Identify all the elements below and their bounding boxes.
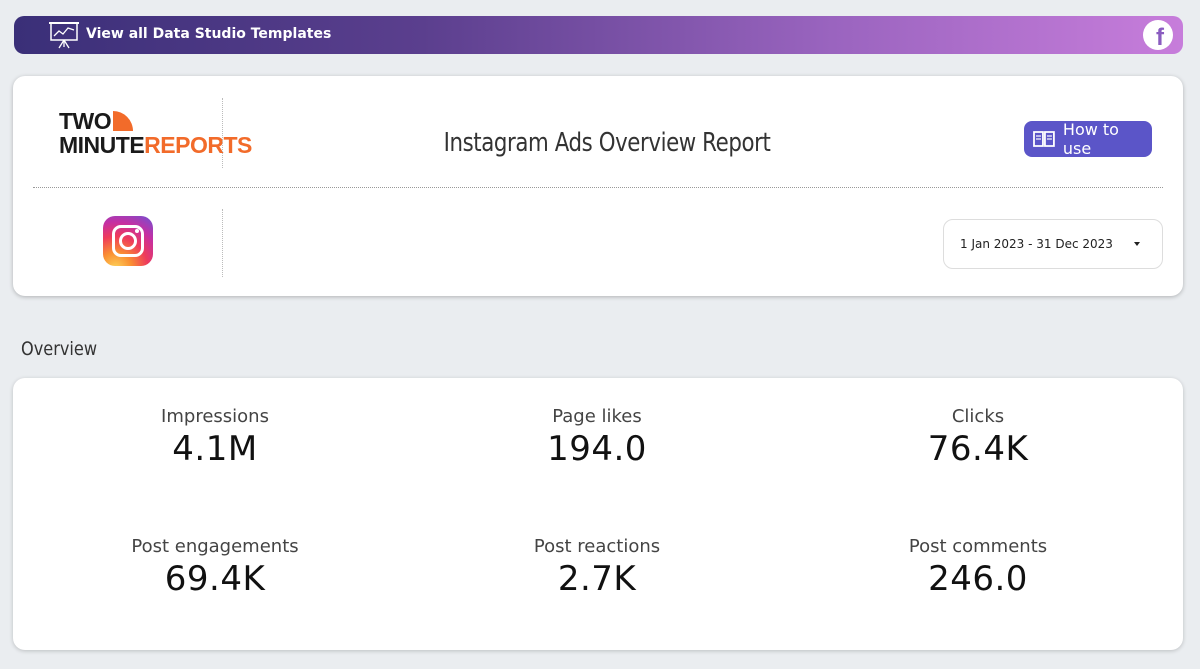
book-icon [1033, 131, 1055, 147]
logo-line2-dark: MINUTE [59, 132, 145, 158]
metric-value: 2.7K [557, 559, 637, 599]
facebook-glyph: f [1156, 24, 1164, 51]
logo-line2-accent: REPORTS [144, 132, 252, 158]
metric-label: Page likes [552, 406, 642, 427]
metric-post-comments: Post comments 246.0 [828, 536, 1128, 599]
report-title: Instagram Ads Overview Report [443, 128, 771, 158]
date-range-picker[interactable]: 1 Jan 2023 - 31 Dec 2023 [943, 219, 1163, 269]
logo-divider [222, 98, 223, 168]
overview-section-label: Overview [21, 338, 98, 360]
caret-down-icon [1134, 242, 1140, 246]
report-header-card: TWO MINUTE REPORTS Instagram Ads Overvie… [13, 76, 1183, 296]
logo-line1: TWO [59, 108, 112, 134]
metric-page-likes: Page likes 194.0 [447, 406, 747, 469]
metric-value: 69.4K [164, 559, 266, 599]
banner-link-text[interactable]: View all Data Studio Templates [86, 26, 332, 42]
two-minute-reports-logo: TWO MINUTE REPORTS [59, 109, 252, 157]
platform-divider [222, 209, 223, 277]
metric-value: 246.0 [928, 559, 1028, 599]
logo-quarter-circle [113, 111, 134, 131]
instagram-icon-ring [112, 225, 144, 257]
metric-label: Impressions [161, 406, 269, 427]
metric-label: Post comments [908, 536, 1048, 557]
presentation-chart-icon [49, 22, 79, 49]
metric-value: 76.4K [927, 429, 1029, 469]
metric-post-reactions: Post reactions 2.7K [447, 536, 747, 599]
metric-value: 194.0 [547, 429, 647, 469]
templates-banner[interactable]: View all Data Studio Templates f [14, 16, 1183, 54]
metric-label: Clicks [951, 406, 1005, 427]
facebook-icon[interactable]: f [1143, 20, 1173, 51]
how-to-use-button[interactable]: How to use [1024, 120, 1152, 158]
header-divider [33, 187, 1163, 188]
instagram-icon [103, 216, 153, 266]
metric-post-engagements: Post engagements 69.4K [65, 536, 365, 599]
instagram-icon-lens [119, 232, 137, 250]
metric-label: Post engagements [131, 536, 299, 557]
metric-clicks: Clicks 76.4K [828, 406, 1128, 469]
how-to-use-label: How to use [1062, 120, 1119, 158]
instagram-icon-dot [135, 229, 139, 233]
metric-value: 4.1M [172, 429, 258, 469]
metric-label: Post reactions [533, 536, 661, 557]
metric-impressions: Impressions 4.1M [65, 406, 365, 469]
overview-metrics-card: Impressions 4.1M Page likes 194.0 Clicks… [13, 378, 1183, 650]
date-range-value: 1 Jan 2023 - 31 Dec 2023 [960, 237, 1113, 251]
